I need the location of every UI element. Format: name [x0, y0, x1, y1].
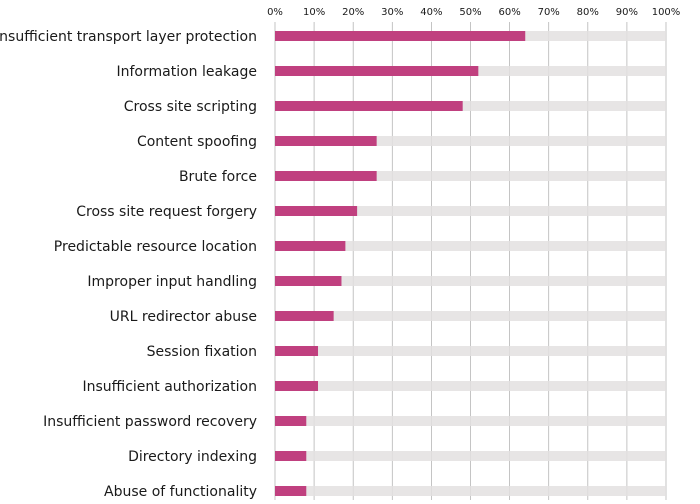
bar — [275, 206, 358, 216]
bar-track — [275, 311, 666, 321]
bar — [275, 276, 342, 286]
bar-track — [275, 451, 666, 461]
bar — [275, 346, 319, 356]
category-label: Directory indexing — [128, 449, 257, 465]
category-labels: Insufficient transport layer protection I… — [0, 29, 257, 500]
bar — [275, 381, 319, 391]
bar — [275, 171, 377, 181]
x-tick-label: 60% — [498, 7, 520, 18]
category-label: Improper input handling — [87, 274, 257, 290]
bar-track — [275, 346, 666, 356]
x-tick-label: 10% — [303, 7, 325, 18]
x-axis-ticks: 0% 10% 20% 30% 40% 50% 60% 70% 80% 90% 100% — [267, 7, 680, 18]
category-label: URL redirector abuse — [110, 309, 257, 325]
bar — [275, 241, 346, 251]
bar-track — [275, 381, 666, 391]
x-tick-label: 20% — [342, 7, 364, 18]
bar — [275, 486, 307, 496]
bar — [275, 31, 526, 41]
bar — [275, 136, 377, 146]
bar-track — [275, 276, 666, 286]
x-tick-label: 30% — [381, 7, 403, 18]
x-tick-label: 50% — [459, 7, 481, 18]
category-label: Predictable resource location — [54, 239, 257, 255]
x-tick-label: 90% — [616, 7, 638, 18]
bar — [275, 101, 463, 111]
bar-track — [275, 136, 666, 146]
bar-track — [275, 206, 666, 216]
bar — [275, 66, 479, 76]
bar-track — [275, 486, 666, 496]
bar — [275, 451, 307, 461]
category-label: Information leakage — [116, 64, 257, 80]
category-label: Abuse of functionality — [104, 484, 257, 500]
category-label: Cross site scripting — [124, 99, 257, 115]
category-label: Brute force — [179, 169, 257, 185]
bar-track — [275, 241, 666, 251]
x-tick-label: 80% — [577, 7, 599, 18]
bar-track — [275, 416, 666, 426]
category-label: Content spoofing — [137, 134, 257, 150]
bar-track — [275, 101, 666, 111]
x-tick-label: 40% — [420, 7, 442, 18]
category-label: Insufficient password recovery — [43, 414, 257, 430]
x-tick-label: 70% — [538, 7, 560, 18]
bars — [275, 31, 526, 496]
category-label: Session fixation — [147, 344, 257, 360]
bar — [275, 416, 307, 426]
bar-track — [275, 171, 666, 181]
grid-lines — [274, 22, 667, 500]
x-tick-label: 0% — [267, 7, 283, 18]
category-label: Insufficient authorization — [83, 379, 258, 395]
category-label: Cross site request forgery — [76, 204, 257, 220]
category-label: Insufficient transport layer protection — [0, 29, 257, 45]
x-tick-label: 100% — [652, 7, 681, 18]
bar — [275, 311, 334, 321]
